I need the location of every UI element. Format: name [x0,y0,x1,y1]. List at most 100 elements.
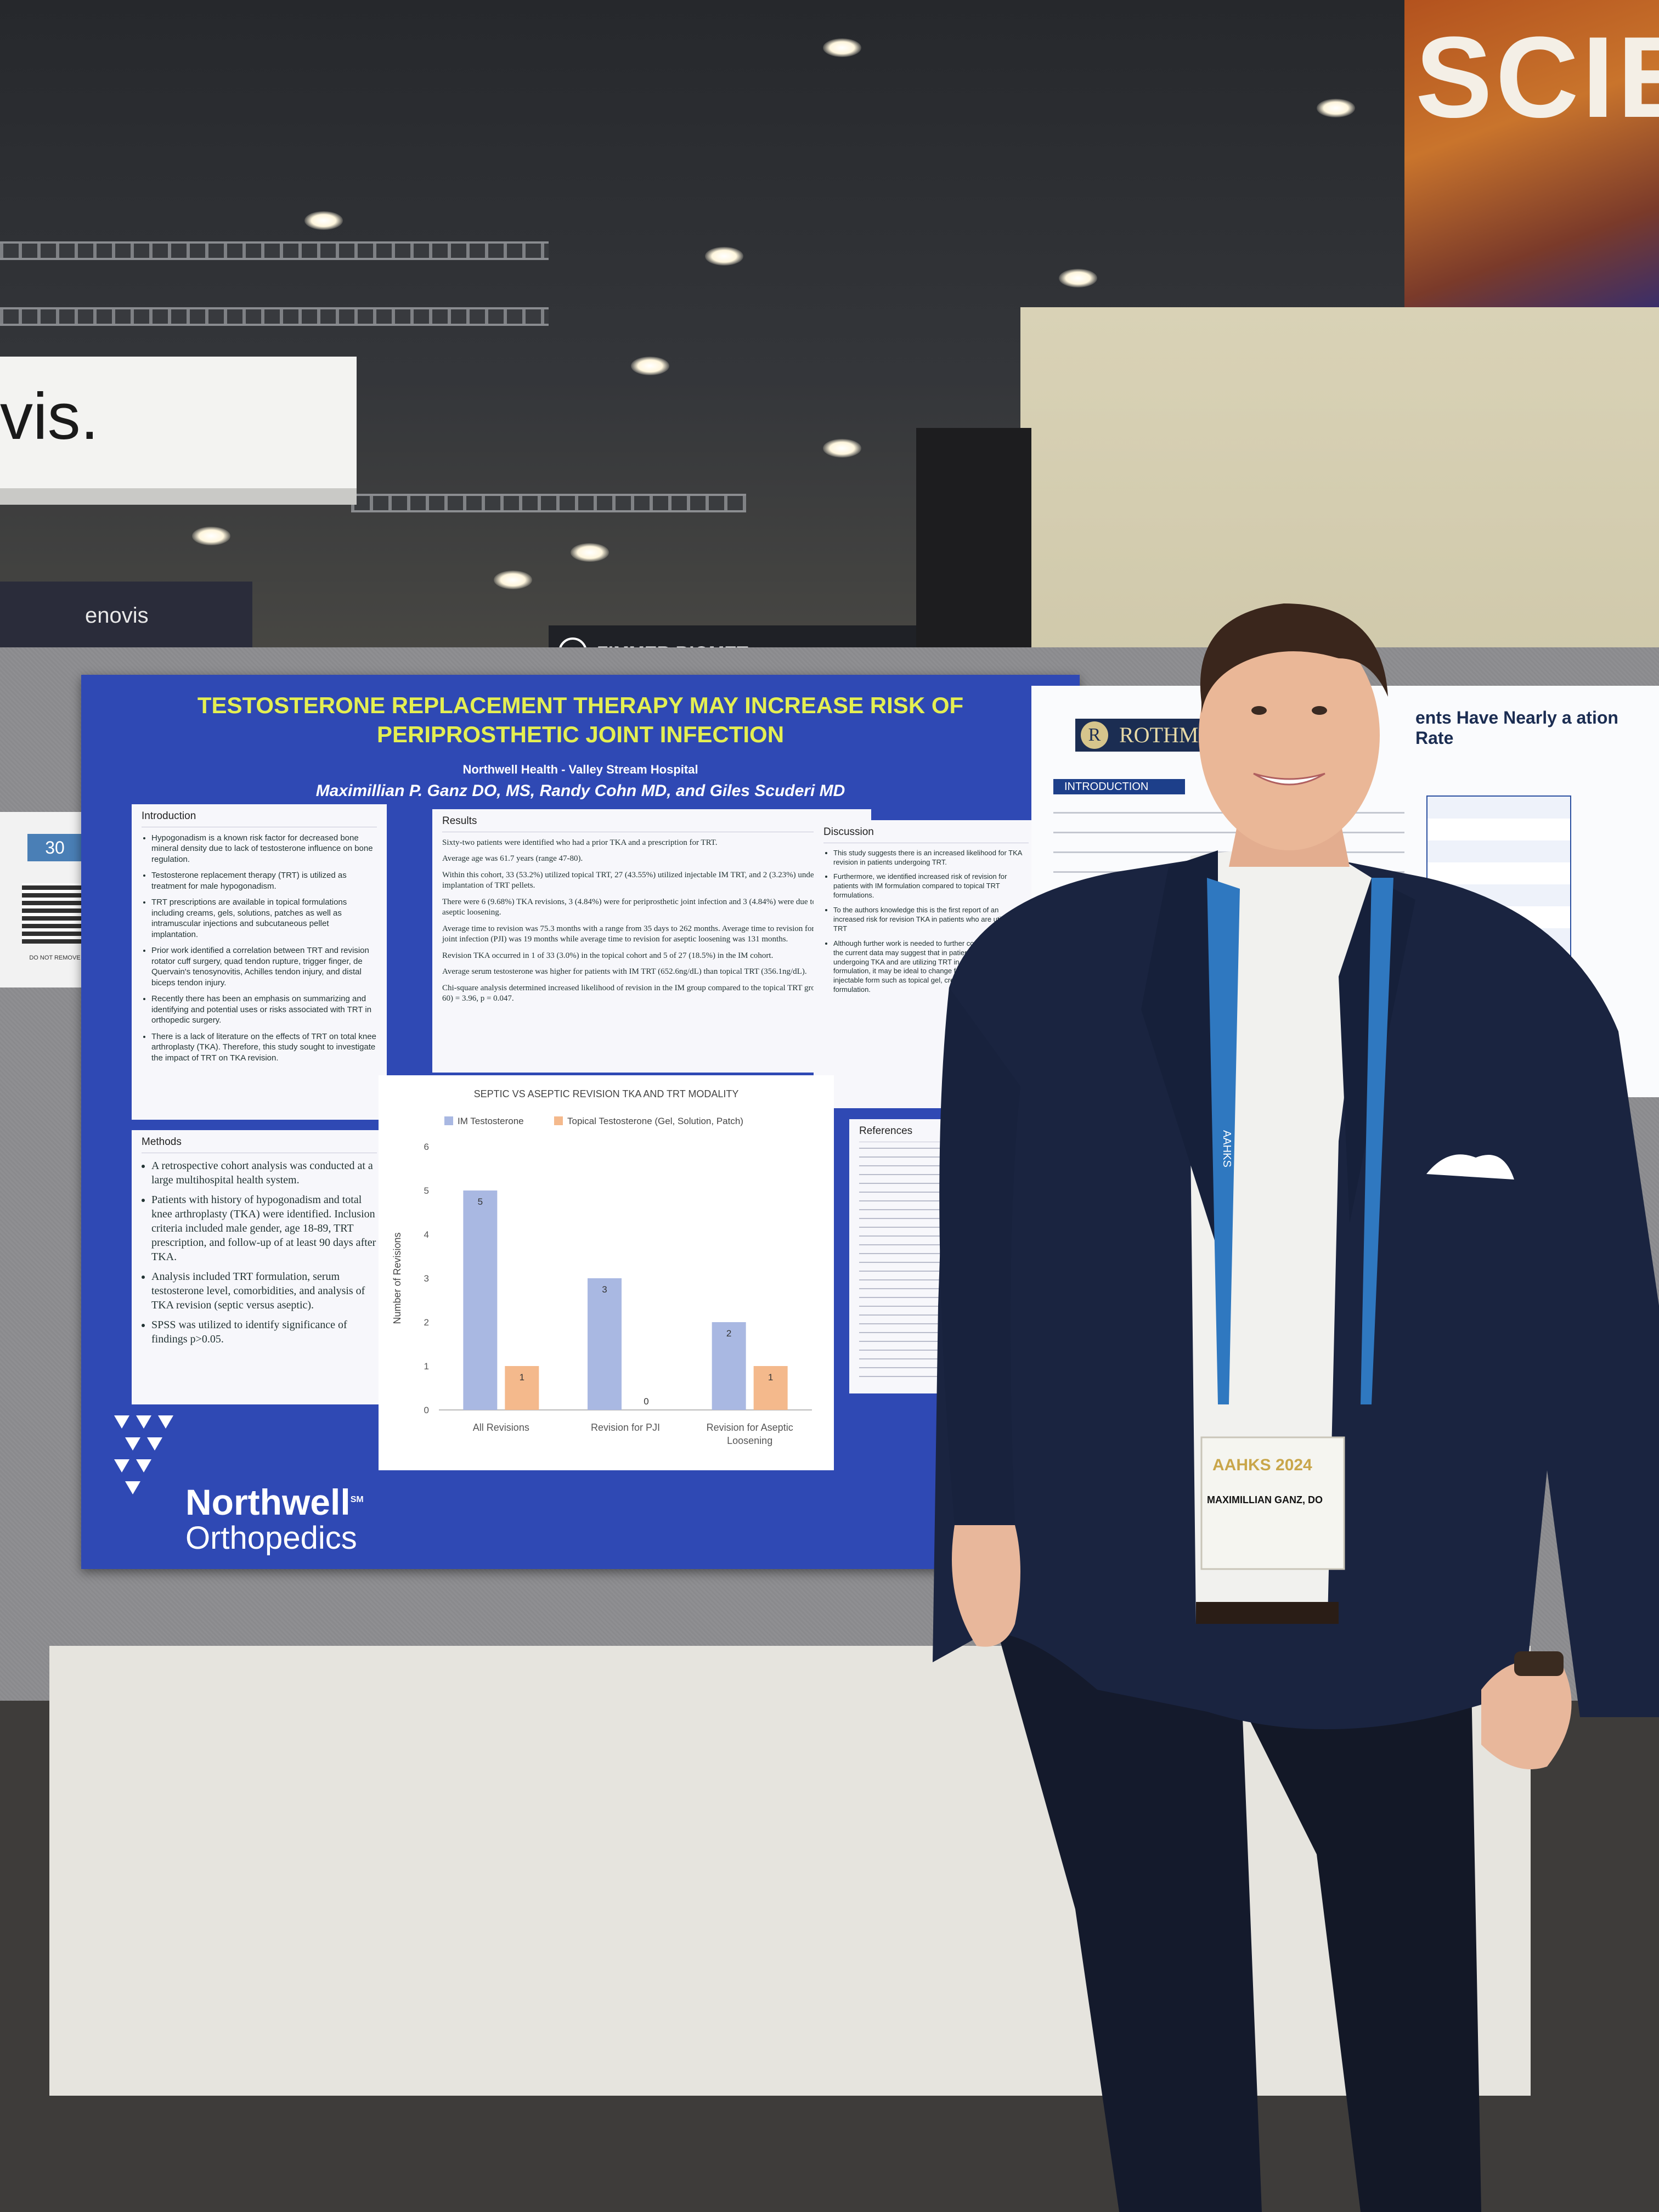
section-heading: Discussion [823,826,1029,843]
y-tick-label: 2 [424,1317,429,1328]
right-eye [1312,706,1327,715]
neighbor-intro-heading: INTRODUCTION [1053,779,1185,794]
methods-panel: Methods A retrospective cohort analysis … [132,1130,387,1404]
face [1199,620,1380,850]
lanyard-text: AAHKS [1221,1130,1233,1167]
x-tick-label: Loosening [727,1435,772,1446]
ceiling-light [1059,269,1097,287]
ceiling-light [823,38,861,57]
left-sleeve [939,988,1020,1525]
bar-chart: SEPTIC VS ASEPTIC REVISION TKA AND TRT M… [392,1088,812,1446]
bar-data-label: 1 [520,1372,524,1383]
introduction-panel: Introduction Hypogonadism is a known ris… [132,804,387,1120]
section-heading: Methods [142,1136,377,1153]
right-hand [1481,1660,1572,1769]
left-hand [952,1525,1020,1647]
bar-chart-panel: SEPTIC VS ASEPTIC REVISION TKA AND TRT M… [379,1075,834,1470]
board-number: 30 [27,834,82,861]
logo-mark-icon [125,1481,140,1494]
results-bullet: Chi-square analysis determined increased… [442,983,860,1003]
y-tick-label: 0 [424,1405,429,1415]
poster-title: TESTOSTERONE REPLACEMENT THERAPY MAY INC… [197,692,964,747]
presenter-person: AAHKS AAHKS 2024 MAXIMILLIAN GANZ, DO [933,603,1659,2212]
chart-bar [753,1366,788,1410]
trousers [1207,1624,1481,2212]
ceiling-truss [351,494,746,512]
ceiling-light [823,439,861,458]
qr-code-icon [22,883,82,944]
intro-bullet: Hypogonadism is a known risk factor for … [151,833,377,865]
logo-mark-icon [114,1459,129,1472]
legend-label: Topical Testosterone (Gel, Solution, Pat… [567,1116,743,1126]
booth-sign-vis: vis. [0,357,357,505]
trousers [998,1635,1262,2212]
discussion-bullet: To the authors knowledge this is the fir… [833,906,1029,934]
wristwatch [1514,1651,1564,1676]
chart-bar [505,1366,539,1410]
ceiling-truss [0,241,549,260]
chart-bar [588,1278,622,1410]
y-tick-label: 1 [424,1361,429,1372]
ceiling-light [1317,99,1355,117]
bar-data-label: 0 [644,1396,648,1407]
ceiling-light [705,247,743,266]
rothman-r-icon: R [1081,721,1108,749]
results-bullet: There were 6 (9.68%) TKA revisions, 3 (4… [442,897,851,917]
section-heading: Introduction [142,810,377,827]
left-lapel [1141,850,1218,1251]
badge-event: AAHKS 2024 [1212,1456,1312,1474]
x-tick-label: Revision for Aseptic [707,1422,793,1433]
ceiling-light [571,543,609,562]
trademark-mark: SM [350,1495,364,1504]
neighbor-poster-title: ents Have Nearly a ation Rate [1415,708,1618,748]
logo-subtitle: Orthopedics [185,1520,357,1556]
bar-data-label: 5 [478,1197,483,1207]
ceiling-light [631,357,669,375]
booth-sign-text: enovis [85,603,149,628]
ceiling-truss [0,307,549,326]
poster-institution: Northwell Health - Valley Stream Hospita… [462,763,698,776]
logo-mark-icon [147,1437,162,1451]
belt [1196,1602,1339,1624]
bar-data-label: 2 [726,1328,731,1339]
science-banner: SCIEN [1404,0,1659,307]
results-bullet: Sixty-two patients were identified who h… [442,838,718,847]
methods-bullet: SPSS was utilized to identify significan… [151,1318,377,1346]
booth-sign-text: vis. [0,380,99,453]
legend-swatch [444,1116,453,1125]
badge-name: MAXIMILLIAN GANZ, DO [1207,1494,1323,1505]
x-tick-label: Revision for PJI [591,1422,660,1433]
y-tick-label: 5 [424,1186,429,1196]
results-panel: Results Sixty-two patients were identifi… [432,809,871,1073]
lanyard [1207,878,1240,1404]
intro-bullet: Recently there has been an emphasis on s… [151,994,377,1026]
lanyard [1361,878,1393,1404]
methods-bullet: A retrospective cohort analysis was cond… [151,1159,377,1187]
chart-title: SEPTIC VS ASEPTIC REVISION TKA AND TRT M… [474,1088,739,1099]
logo-mark-icon [136,1415,151,1429]
y-tick-label: 4 [424,1229,429,1240]
results-bullet: Average age was 61.7 years (range 47-80)… [442,854,583,864]
intro-bullet: There is a lack of literature on the eff… [151,1031,377,1064]
left-eye [1251,706,1267,715]
results-bullet: Revision TKA occurred in 1 of 33 (3.0%) … [442,951,774,960]
logo-mark-icon [114,1415,129,1429]
chart-bar [463,1190,498,1410]
logo-mark-icon [125,1437,140,1451]
y-axis-label: Number of Revisions [392,1232,403,1324]
bar-data-label: 3 [602,1284,607,1295]
methods-bullet: Patients with history of hypogonadism an… [151,1193,377,1264]
bar-data-label: 1 [768,1372,773,1383]
ceiling-light [304,211,343,230]
ceiling-light [192,527,230,545]
results-bullet: Within this cohort, 33 (53.2%) utilized … [442,870,833,890]
x-tick-label: All Revisions [473,1422,529,1433]
legend-swatch [554,1116,563,1125]
intro-bullet: TRT prescriptions are available in topic… [151,897,377,940]
results-bullet: Average serum testosterone was higher fo… [442,967,807,977]
logo-mark-icon [158,1415,173,1429]
ceiling-light [494,571,532,589]
research-poster: TESTOSTERONE REPLACEMENT THERAPY MAY INC… [81,675,1080,1569]
poster-authors: Maximillian P. Ganz DO, MS, Randy Cohn M… [315,782,845,800]
name-badge [1200,1436,1345,1570]
